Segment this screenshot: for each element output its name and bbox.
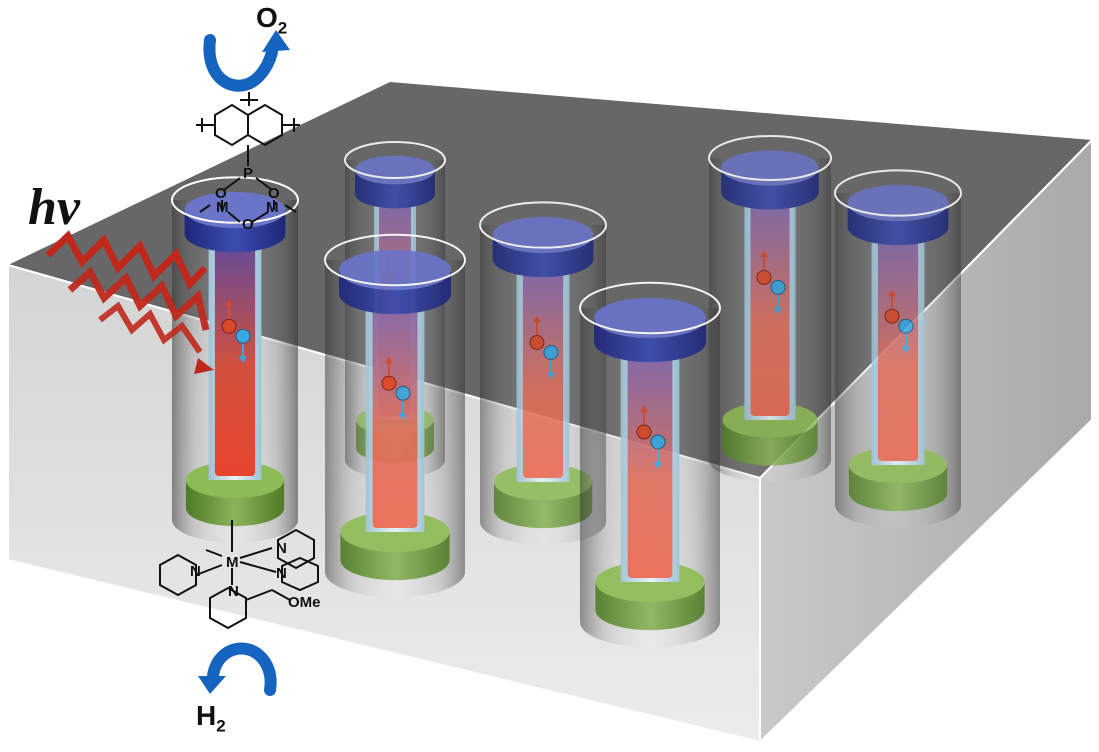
reduction-catalyst-structure bbox=[159, 528, 319, 630]
metal-atom-label-bottom: M bbox=[226, 554, 239, 571]
nanorod-core bbox=[750, 190, 790, 416]
nanorod-cap-top bbox=[339, 249, 451, 291]
nanorod-core bbox=[372, 292, 418, 528]
nanorod-cap-top bbox=[847, 184, 949, 222]
nanorod-core bbox=[877, 225, 919, 461]
electron-spin-arrowhead bbox=[888, 289, 896, 297]
electron-spin-arrowhead bbox=[533, 315, 541, 323]
nanorod-rim bbox=[708, 135, 832, 181]
nanorod-cap-top bbox=[594, 297, 706, 339]
electron bbox=[221, 318, 237, 334]
light-arrowhead bbox=[194, 358, 214, 374]
electron bbox=[529, 335, 545, 350]
hydrogen-subscript: 2 bbox=[216, 716, 226, 736]
hole-spin-arrowhead bbox=[774, 307, 782, 315]
electron-spin-arrowhead bbox=[225, 299, 233, 307]
hydrogen-arrow bbox=[198, 642, 277, 696]
light-label: hν bbox=[28, 179, 80, 236]
light-wave-3 bbox=[98, 301, 203, 354]
nitrogen-label-1: N bbox=[190, 563, 201, 580]
oxygen-product-label: O2 bbox=[256, 2, 287, 39]
oxygen-subscript: 2 bbox=[277, 18, 288, 38]
metal-atom-label-left: M bbox=[216, 199, 229, 216]
nitrogen-label-2: N bbox=[228, 583, 239, 600]
nanorod-cap-top bbox=[355, 155, 435, 185]
hydrogen-product-label: H2 bbox=[196, 700, 226, 737]
hole bbox=[543, 345, 559, 360]
oxygen-atom-label-right: O bbox=[268, 185, 280, 202]
nanorod-cap-top bbox=[721, 150, 819, 186]
hole-spin-arrowhead bbox=[902, 346, 910, 354]
electron-spin-arrowhead bbox=[385, 356, 393, 364]
nitrogen-label-3: N bbox=[276, 540, 287, 557]
phosphorus-atom-label: P bbox=[243, 165, 253, 182]
hole bbox=[898, 318, 914, 334]
hole-spin-arrowhead bbox=[547, 372, 555, 380]
nitrogen-label-4: N bbox=[276, 565, 287, 582]
nanorod-rim bbox=[579, 281, 721, 335]
nanorod-core bbox=[214, 232, 256, 476]
nanorod-group bbox=[171, 135, 962, 648]
hole-spin-arrowhead bbox=[654, 461, 662, 469]
nanorod-rim bbox=[324, 233, 466, 287]
oxidation-catalyst-structure bbox=[196, 92, 300, 223]
electron bbox=[884, 308, 900, 324]
oxygen-arrow bbox=[203, 30, 290, 92]
nanorod bbox=[708, 135, 832, 482]
methoxy-label: OMe bbox=[288, 594, 321, 611]
hydrogen-symbol: H bbox=[196, 700, 217, 731]
electron-spin-arrowhead bbox=[640, 404, 648, 412]
electron bbox=[381, 375, 397, 391]
hole bbox=[395, 385, 411, 401]
light-wave-2 bbox=[67, 266, 210, 331]
nanorod-cap-top bbox=[492, 216, 594, 254]
nanorod-core bbox=[627, 340, 673, 578]
hole-spin-arrowhead bbox=[399, 413, 407, 421]
nanorod bbox=[579, 281, 721, 648]
electron bbox=[756, 269, 772, 285]
nanorod-core bbox=[522, 257, 564, 478]
nanorod-rim bbox=[834, 169, 962, 217]
nanorod bbox=[171, 176, 299, 543]
light-arrows bbox=[45, 230, 214, 374]
electron bbox=[636, 424, 652, 440]
nanorod-cap-top bbox=[184, 191, 286, 229]
hole-spin-arrowhead bbox=[239, 356, 247, 364]
hole bbox=[235, 328, 251, 344]
oxygen-atom-label-left: O bbox=[215, 185, 227, 202]
nanorod bbox=[479, 201, 607, 545]
hole bbox=[770, 279, 786, 295]
nanorod-rim bbox=[344, 141, 446, 179]
metal-atom-label-right: M bbox=[266, 199, 279, 216]
nanorod-rim bbox=[171, 176, 299, 224]
nanorod bbox=[834, 169, 962, 528]
oxygen-atom-label-bridge: O bbox=[242, 216, 254, 233]
light-wave-1 bbox=[45, 230, 208, 291]
oxygen-symbol: O bbox=[256, 2, 278, 33]
nanorod bbox=[324, 233, 466, 598]
hole bbox=[650, 434, 666, 450]
nanorod-rim bbox=[479, 201, 607, 249]
electron-spin-arrowhead bbox=[760, 250, 768, 258]
